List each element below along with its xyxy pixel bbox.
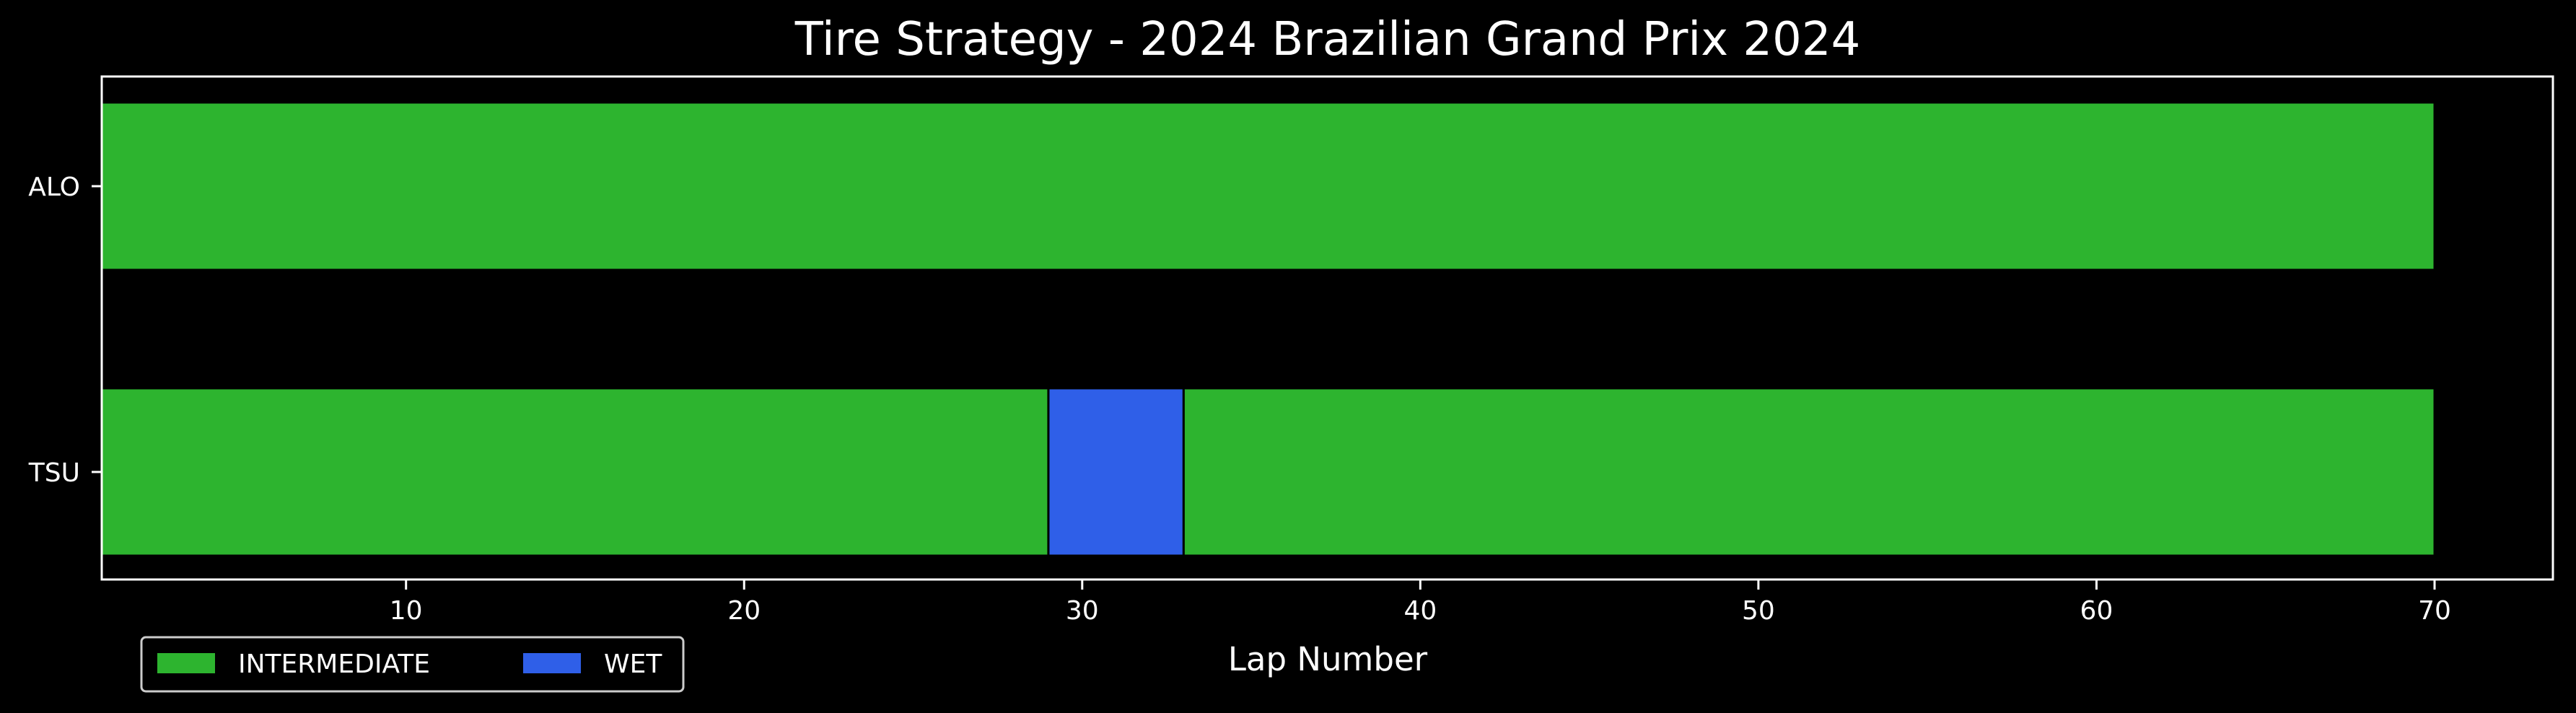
x-tick-label-70: 70 [2418, 596, 2451, 626]
legend-label-wet: WET [604, 649, 662, 679]
legend-swatch-intermediate [157, 653, 215, 673]
y-axis: ALO TSU [28, 172, 102, 488]
plot-frame [100, 75, 2554, 581]
x-axis-label: Lap Number [1228, 640, 1428, 678]
x-tick-label-60: 60 [2080, 596, 2113, 626]
legend-label-intermediate: INTERMEDIATE [238, 649, 430, 679]
stint-bar-alo-1 [100, 101, 2436, 271]
stint-bar-tsu-2 [100, 387, 1050, 557]
bars-group [100, 101, 2436, 557]
y-tick-label-alo: ALO [28, 172, 80, 202]
x-axis: 10 20 30 40 50 60 70 [390, 579, 2451, 626]
legend-swatch-wet [523, 653, 581, 673]
y-tick-label-tsu: TSU [28, 458, 80, 488]
x-tick-label-40: 40 [1403, 596, 1437, 626]
legend: INTERMEDIATE WET [140, 636, 685, 693]
chart-title: Tire Strategy - 2024 Brazilian Grand Pri… [794, 13, 1861, 66]
x-tick-label-20: 20 [727, 596, 761, 626]
legend-box [140, 636, 685, 693]
stint-bar-tsu-4 [1182, 387, 2436, 557]
x-tick-label-10: 10 [390, 596, 423, 626]
x-tick-label-50: 50 [1742, 596, 1775, 626]
stint-bar-tsu-3 [1047, 387, 1185, 557]
x-tick-label-30: 30 [1066, 596, 1099, 626]
